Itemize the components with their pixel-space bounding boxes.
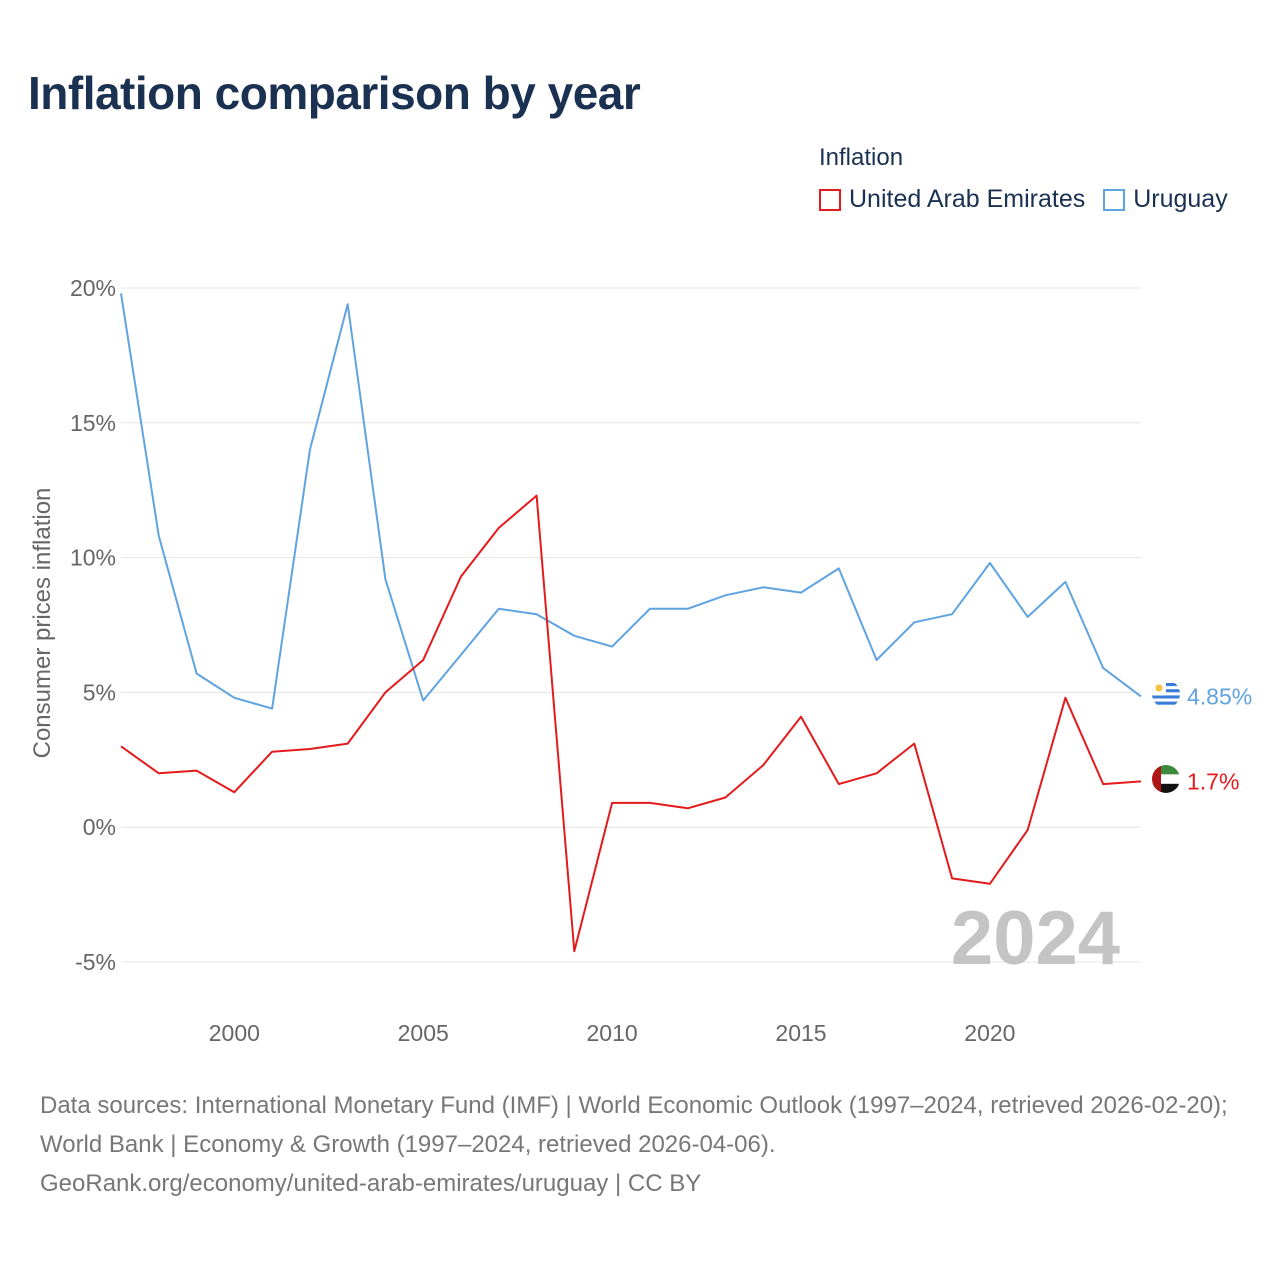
legend-label-uruguay: Uruguay: [1133, 185, 1228, 213]
series-line-uruguay: [120, 293, 1142, 710]
end-label-uae: 1.7%: [1187, 768, 1239, 794]
y-tick-label: 20%: [70, 275, 116, 301]
x-tick-label: 2010: [587, 1020, 638, 1046]
y-axis-label: Consumer prices inflation: [29, 488, 56, 759]
end-labels: 1.7% 4.85%: [1187, 683, 1252, 794]
y-axis-ticks: 20% 15% 10% 5% 0% -5%: [70, 275, 116, 975]
legend-swatch-uae: [819, 188, 841, 211]
legend-label-uae: United Arab Emirates: [849, 185, 1086, 213]
legend-title: Inflation: [819, 144, 904, 171]
legend: United Arab Emirates Uruguay: [819, 185, 1228, 214]
end-label-uruguay: 4.85%: [1187, 683, 1252, 709]
y-tick-label: 10%: [70, 545, 116, 571]
chart-title: Inflation comparison by year: [28, 67, 641, 119]
footer: Data sources: International Monetary Fun…: [40, 1086, 1250, 1203]
year-watermark: 2024: [951, 896, 1120, 981]
series-lines: [120, 293, 1142, 953]
legend-item-uae[interactable]: United Arab Emirates: [819, 185, 1085, 214]
footer-sources: Data sources: International Monetary Fun…: [40, 1092, 1228, 1158]
x-tick-label: 2000: [209, 1020, 260, 1046]
legend-item-uruguay[interactable]: Uruguay: [1103, 185, 1228, 214]
gridlines: [121, 287, 1141, 963]
x-tick-label: 2020: [964, 1020, 1015, 1046]
series-line-uae: [120, 494, 1142, 953]
y-tick-label: 15%: [70, 410, 116, 436]
y-tick-label: 5%: [83, 679, 116, 705]
y-tick-label: 0%: [83, 814, 116, 840]
x-axis-ticks: 2000 2005 2010 2015 2020: [209, 1020, 1016, 1046]
x-tick-label: 2005: [398, 1020, 449, 1046]
y-tick-label: -5%: [75, 949, 116, 975]
legend-swatch-uruguay: [1103, 188, 1126, 211]
x-tick-label: 2015: [775, 1020, 826, 1046]
footer-link[interactable]: GeoRank.org/economy/united-arab-emirates…: [40, 1170, 702, 1197]
uae-flag-icon: [1152, 765, 1180, 793]
uruguay-flag-icon: [1152, 680, 1180, 708]
